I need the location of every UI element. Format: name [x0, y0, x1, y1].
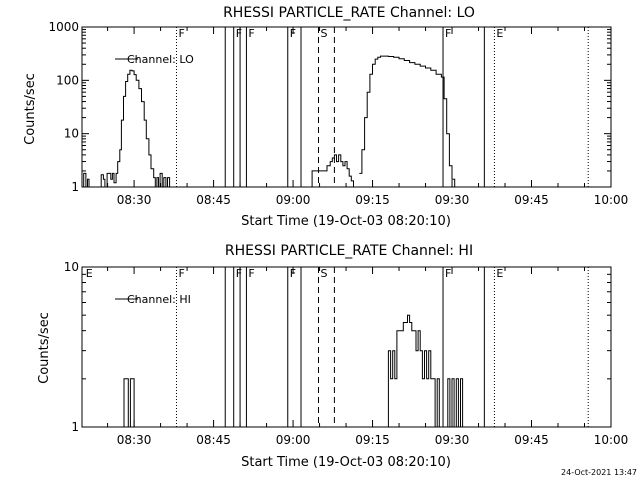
lo-flag-label: F	[445, 27, 451, 40]
hi-x-tick-label: 09:45	[514, 433, 549, 447]
hi-x-tick-label: 08:45	[196, 433, 231, 447]
lo-y-tick-label: 100	[56, 73, 79, 87]
lo-flag-label: E	[496, 27, 503, 40]
hi-flag-label: F	[290, 267, 296, 280]
hi-flag-label: E	[86, 267, 93, 280]
hi-flag-label: E	[496, 267, 503, 280]
hi-flag-label: F	[445, 267, 451, 280]
hi-x-tick-label: 08:30	[117, 433, 152, 447]
hi-chart-title: RHESSI PARTICLE_RATE Channel: HI	[225, 243, 473, 259]
lo-rate-series	[310, 154, 354, 188]
lo-chart-title: RHESSI PARTICLE_RATE Channel: LO	[223, 5, 475, 21]
hi-x-axis-label: Start Time (19-Oct-03 08:20:10)	[241, 455, 451, 470]
lo-y-tick-label: 10	[64, 127, 79, 141]
hi-flag-label: F	[236, 267, 242, 280]
hi-flag-label: F	[178, 267, 184, 280]
lo-x-tick-label: 09:30	[435, 193, 470, 207]
hi-y-tick-label: 10	[64, 260, 79, 274]
hi-x-tick-label: 09:00	[276, 433, 311, 447]
lo-x-tick-label: 09:15	[355, 193, 390, 207]
lo-legend-label: Channel: LO	[127, 53, 194, 66]
lo-flag-label: S	[320, 27, 327, 40]
lo-flag-label: F	[236, 27, 242, 40]
hi-x-tick-label: 09:30	[435, 433, 470, 447]
hi-y-tick-label: 1	[71, 420, 79, 434]
hi-plot-frame	[81, 266, 612, 428]
lo-x-axis-label: Start Time (19-Oct-03 08:20:10)	[241, 214, 451, 229]
lo-x-tick-label: 10:00	[594, 193, 629, 207]
hi-legend-label: Channel: HI	[127, 293, 191, 306]
hi-flag-label: S	[320, 267, 327, 280]
hi-y-axis-label: Counts/sec	[37, 312, 52, 384]
lo-channel-panel: RHESSI PARTICLE_RATE Channel: LO Start T…	[23, 5, 628, 229]
hi-channel-panel: RHESSI PARTICLE_RATE Channel: HI Start T…	[37, 243, 628, 470]
lo-y-axis-label: Counts/sec	[23, 73, 38, 145]
lo-y-tick-label: 1	[71, 180, 79, 194]
lo-x-tick-label: 08:45	[196, 193, 231, 207]
hi-rate-series	[121, 378, 135, 428]
generation-timestamp: 24-Oct-2021 13:47	[561, 468, 637, 477]
lo-x-tick-label: 09:00	[276, 193, 311, 207]
lo-x-tick-label: 08:30	[117, 193, 152, 207]
hi-x-tick-label: 09:15	[355, 433, 390, 447]
hi-flag-label: F	[248, 267, 254, 280]
lo-y-tick-label: 1000	[48, 20, 79, 34]
lo-rate-series	[359, 55, 458, 188]
lo-rate-series	[82, 69, 171, 188]
lo-x-tick-label: 09:45	[514, 193, 549, 207]
hi-rate-series	[386, 314, 465, 428]
lo-flag-label: F	[290, 27, 296, 40]
lo-flag-label: F	[248, 27, 254, 40]
hi-x-tick-label: 10:00	[594, 433, 629, 447]
lo-plot-frame	[81, 26, 612, 188]
lo-flag-label: F	[178, 27, 184, 40]
